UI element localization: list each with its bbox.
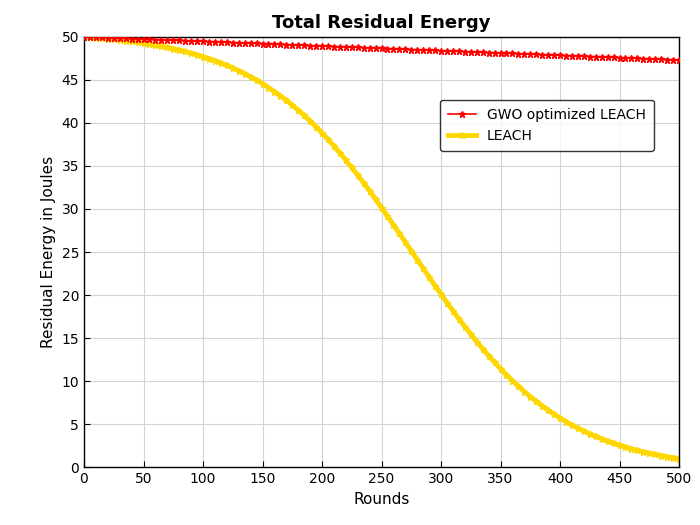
GWO optimized LEACH <box>675 57 683 63</box>
Legend: GWO optimized LEACH, LEACH: GWO optimized LEACH, LEACH <box>440 100 654 151</box>
Y-axis label: Residual Energy in Joules: Residual Energy in Joules <box>41 156 56 348</box>
LEACH <box>573 424 581 430</box>
GWO optimized LEACH <box>252 40 260 47</box>
LEACH <box>296 109 304 116</box>
X-axis label: Rounds: Rounds <box>354 492 410 507</box>
LEACH <box>228 64 236 70</box>
Title: Total Residual Energy: Total Residual Energy <box>272 14 491 33</box>
Line: LEACH: LEACH <box>80 33 682 462</box>
LEACH <box>252 77 260 83</box>
LEACH <box>463 327 471 333</box>
LEACH <box>470 335 479 342</box>
GWO optimized LEACH <box>80 34 88 40</box>
LEACH <box>675 456 683 462</box>
GWO optimized LEACH <box>463 49 471 55</box>
GWO optimized LEACH <box>228 39 236 46</box>
LEACH <box>80 34 88 40</box>
Line: GWO optimized LEACH: GWO optimized LEACH <box>80 33 682 64</box>
GWO optimized LEACH <box>573 53 581 59</box>
GWO optimized LEACH <box>470 49 479 55</box>
GWO optimized LEACH <box>296 42 304 48</box>
